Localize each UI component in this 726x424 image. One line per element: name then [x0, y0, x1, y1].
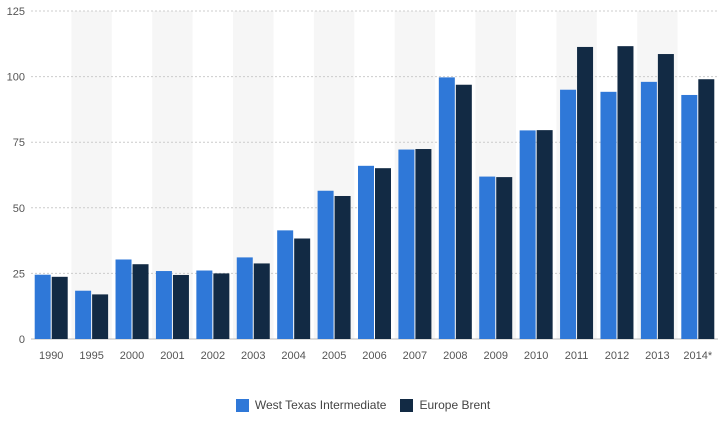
legend-swatch-wti	[235, 398, 249, 412]
x-tick-label: 2008	[443, 350, 467, 362]
bar-brent[interactable]	[294, 238, 311, 339]
x-axis-ticks: 1990 1995 2000 2001 2002 2003 2004 2005 2006 2007…	[39, 350, 713, 362]
bar-wti[interactable]	[236, 257, 253, 339]
x-tick-label: 2013	[645, 350, 669, 362]
bar-wti[interactable]	[479, 176, 496, 339]
x-tick-label: 2012	[605, 350, 629, 362]
bar-wti[interactable]	[438, 77, 455, 339]
bars	[34, 46, 715, 340]
x-tick-label: 2009	[483, 350, 507, 362]
legend-label-brent: Europe Brent	[419, 398, 491, 412]
bar-wti[interactable]	[75, 290, 92, 339]
bar-wti[interactable]	[398, 149, 415, 339]
band	[71, 11, 112, 339]
bar-wti[interactable]	[358, 165, 374, 339]
bar-wti[interactable]	[600, 91, 617, 339]
legend-swatch-brent	[400, 398, 414, 412]
bar-brent[interactable]	[92, 294, 109, 339]
bar-brent[interactable]	[698, 79, 715, 339]
bar-brent[interactable]	[132, 264, 149, 339]
bar-wti[interactable]	[115, 259, 132, 339]
x-tick-label: 2001	[160, 350, 184, 362]
bar-wti[interactable]	[34, 274, 51, 339]
bar-brent[interactable]	[415, 149, 432, 339]
bar-brent[interactable]	[455, 84, 472, 339]
bar-wti[interactable]	[277, 230, 294, 339]
y-tick-label: 75	[13, 137, 25, 149]
bar-brent[interactable]	[617, 46, 634, 340]
bar-wti[interactable]	[155, 271, 172, 339]
bar-brent[interactable]	[577, 46, 594, 340]
bar-wti[interactable]	[681, 94, 698, 339]
bar-brent[interactable]	[657, 54, 674, 339]
x-tick-label: 2004	[281, 350, 305, 362]
x-tick-label: 2011	[565, 350, 589, 362]
bar-wti[interactable]	[640, 81, 657, 340]
bar-brent[interactable]	[172, 274, 189, 339]
y-tick-label: 0	[19, 334, 25, 346]
y-axis-ticks: 0 25 50 75 100 125	[7, 6, 25, 346]
bar-brent[interactable]	[253, 263, 270, 339]
bar-wti[interactable]	[196, 270, 213, 339]
bar-wti[interactable]	[317, 190, 334, 339]
x-tick-label: 1990	[39, 350, 63, 362]
x-tick-label: 1995	[79, 350, 103, 362]
x-tick-label: 2006	[362, 350, 386, 362]
bar-brent[interactable]	[213, 273, 230, 339]
x-tick-label: 2002	[201, 350, 225, 362]
y-tick-label: 50	[13, 203, 25, 215]
bar-brent[interactable]	[375, 168, 391, 339]
bar-brent[interactable]	[496, 177, 513, 339]
bar-brent[interactable]	[536, 130, 553, 339]
x-tick-label: 2007	[403, 350, 427, 362]
legend-item-brent[interactable]: Europe Brent	[400, 398, 490, 412]
x-tick-label: 2010	[524, 350, 548, 362]
bar-brent[interactable]	[51, 276, 68, 339]
bar-wti[interactable]	[519, 130, 536, 339]
x-tick-label: 2003	[241, 350, 265, 362]
x-tick-label: 2005	[322, 350, 346, 362]
y-tick-label: 100	[7, 72, 25, 84]
x-tick-label: 2014*	[683, 350, 712, 362]
bar-brent[interactable]	[334, 195, 351, 339]
legend: West Texas Intermediate Europe Brent	[0, 398, 726, 412]
legend-label-wti: West Texas Intermediate	[254, 398, 387, 412]
legend-item-wti[interactable]: West Texas Intermediate	[235, 398, 387, 412]
bar-wti[interactable]	[560, 89, 577, 339]
y-tick-label: 25	[13, 268, 25, 280]
x-tick-label: 2000	[120, 350, 144, 362]
y-tick-label: 125	[7, 6, 25, 18]
